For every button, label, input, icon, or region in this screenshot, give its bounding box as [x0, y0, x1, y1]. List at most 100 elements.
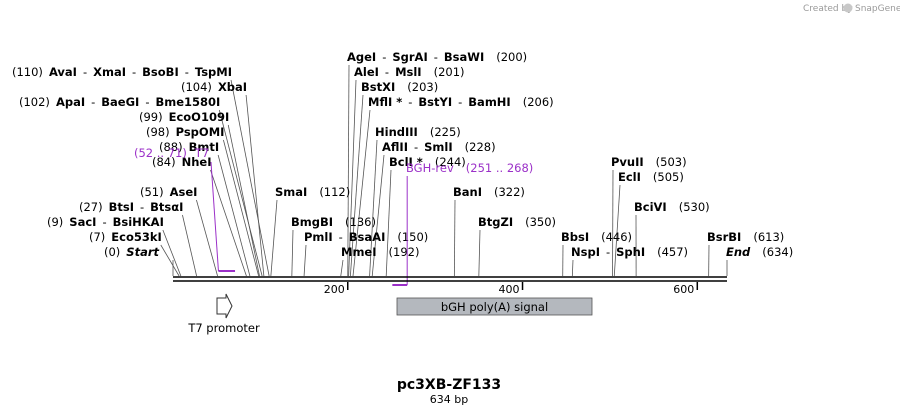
primer-range: (251 .. 268) — [466, 161, 534, 175]
site-label-part: (505) — [653, 170, 684, 184]
site-label-part: SphI — [616, 245, 645, 259]
site-label-part: - — [382, 50, 386, 64]
site-label-part: PvuII — [611, 155, 644, 169]
ruler-label-600: 600 — [673, 283, 694, 296]
site-label-part: (112) — [319, 185, 350, 199]
site-label-part: SmlI — [424, 140, 453, 154]
leader-line-hindiii — [369, 139, 378, 277]
leader-line-saci — [162, 229, 182, 277]
leader-line-nhei — [210, 169, 247, 277]
site-label-part: (192) — [389, 245, 420, 259]
site-label-part: AseI — [170, 185, 198, 199]
site-label-part: BsaWI — [444, 50, 484, 64]
site-label-smai: SmaI (112) — [275, 185, 350, 199]
ruler-label-200: 200 — [324, 283, 345, 296]
site-label-part: BamHI — [468, 95, 510, 109]
leader-line-mfli — [352, 109, 371, 277]
leader-line-pmli — [303, 244, 307, 277]
leader-line-bani — [453, 199, 456, 277]
site-label-part: (634) — [762, 245, 793, 259]
leader-line-apai — [218, 109, 263, 277]
site-label-part: (88) — [159, 140, 183, 154]
site-label-bbsi: BbsI (446) — [561, 230, 632, 244]
cut-site-leaders — [160, 64, 728, 277]
site-label-part: BclI * — [389, 155, 423, 169]
site-label-part: (244) — [435, 155, 466, 169]
site-label-part: PspOMI — [176, 125, 225, 139]
site-label-part: (446) — [601, 230, 632, 244]
site-label-part: AflII — [382, 140, 408, 154]
site-label-part: SmaI — [275, 185, 307, 199]
site-label-part: - — [434, 50, 438, 64]
site-label-part: (102) — [19, 95, 50, 109]
leader-line-bmgbi — [291, 229, 294, 277]
site-label-ecli: EclI (505) — [618, 170, 684, 184]
site-label-part: XbaI — [218, 80, 247, 94]
leader-line-asei — [196, 199, 218, 277]
site-label-apai: (102) ApaI - BaeGI - Bme1580I — [19, 95, 220, 109]
site-label-part: SacI — [69, 215, 96, 229]
site-label-part: (104) — [181, 80, 212, 94]
plasmid-name: pc3XB-ZF133 — [397, 377, 501, 393]
site-label-part: (225) — [430, 125, 461, 139]
site-label-part: HindIII — [375, 125, 418, 139]
primer-name: BGH-rev — [406, 161, 454, 175]
site-label-bcivi: BciVI (530) — [634, 200, 710, 214]
feature-label-t7-promoter: T7 promoter — [187, 321, 260, 335]
primer-leader-t7 — [210, 161, 219, 272]
site-label-bcli: BclI * (244) — [389, 155, 466, 169]
site-label-part: AvaI — [49, 65, 77, 79]
site-label-part: (136) — [345, 215, 376, 229]
site-label-pvuii: PvuII (503) — [611, 155, 687, 169]
primer-label-bgh-rev: BGH-rev (251 .. 268) — [406, 161, 533, 175]
credit: Created by SnapGene — [803, 3, 900, 14]
primer-name: T7 — [194, 146, 209, 160]
site-label-part: AleI — [354, 65, 379, 79]
site-label-eco53ki: (7) Eco53kI — [89, 230, 162, 244]
site-label-part: (350) — [525, 215, 556, 229]
site-label-aflii: AflII - SmlI (228) — [382, 140, 496, 154]
site-label-bsrbi: BsrBI (613) — [707, 230, 784, 244]
site-label-pspomi: (98) PspOMI — [146, 125, 224, 139]
site-label-part: BaeGI — [101, 95, 139, 109]
site-label-part: (530) — [679, 200, 710, 214]
site-label-part: BciVI — [634, 200, 667, 214]
site-label-part: SgrAI — [392, 50, 427, 64]
leader-line-nspi — [571, 259, 574, 277]
plasmid-title-block: pc3XB-ZF133 634 bp — [397, 377, 501, 406]
site-label-bstxi: BstXI (203) — [361, 80, 438, 94]
leader-line-eco53ki — [160, 244, 180, 277]
site-label-btgzi: BtgZI (350) — [478, 215, 556, 229]
site-label-part: - — [414, 140, 418, 154]
site-label-part: AgeI — [347, 50, 376, 64]
site-label-part: (27) — [79, 200, 103, 214]
site-label-nspi: NspI - SphI (457) — [571, 245, 688, 259]
site-label-avai: (110) AvaI - XmaI - BsoBI - TspMI — [12, 65, 232, 79]
credit-text: Created by — [803, 4, 853, 14]
site-label-part: Eco53kI — [111, 230, 162, 244]
site-label-part: - — [132, 65, 136, 79]
site-label-part: (110) — [12, 65, 43, 79]
cut-site-labels: (0) Start(7) Eco53kI(9) SacI - BsiHKAI(27) Bts… — [12, 50, 793, 259]
site-label-bmgbi: BmgBI (136) — [291, 215, 376, 229]
site-label-part: - — [408, 95, 412, 109]
site-label-part: (503) — [656, 155, 687, 169]
site-label-part: End — [726, 245, 751, 259]
site-label-part: TspMI — [195, 65, 232, 79]
leader-line-avai — [230, 79, 270, 277]
feature-box-bgh-polya — [396, 297, 593, 316]
site-label-part: (200) — [496, 50, 527, 64]
site-label-part: - — [606, 245, 610, 259]
site-label-part: BsaAI — [349, 230, 386, 244]
site-label-part: - — [145, 95, 149, 109]
site-label-part: - — [185, 65, 189, 79]
features: T7 promoter bGH poly(A) signal — [187, 293, 593, 335]
site-label-part: EcoO109I — [169, 110, 230, 124]
site-label-part: XmaI — [93, 65, 126, 79]
site-label-part: - — [102, 215, 106, 229]
site-label-pmli: PmlI - BsaAI (150) — [304, 230, 428, 244]
feature-label-bgh-polya: bGH poly(A) signal — [441, 300, 548, 314]
site-label-part: ApaI — [56, 95, 85, 109]
site-label-part: (98) — [146, 125, 170, 139]
